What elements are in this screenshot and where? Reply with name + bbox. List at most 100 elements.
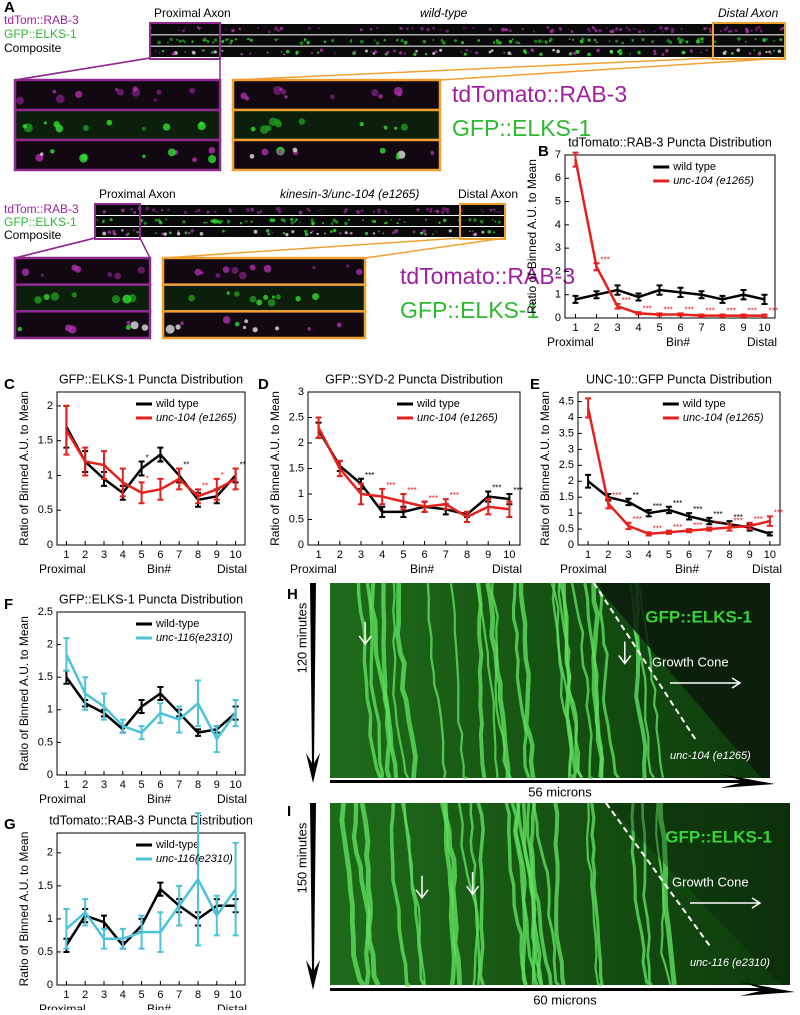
puncta [336,322,342,328]
puncta [176,232,181,236]
puncta [472,27,474,29]
puncta [317,209,320,212]
puncta [295,50,299,54]
puncta [249,295,257,303]
puncta [226,219,231,224]
puncta [534,39,538,43]
puncta [224,38,228,41]
significance: *** [774,508,783,517]
error-bar [645,531,652,537]
puncta [202,49,205,52]
legend-label: unc-116(e2310) [156,632,233,644]
puncta [769,51,772,55]
distal-label: Distal Axon [458,187,518,201]
puncta [215,219,220,224]
puncta [736,48,741,52]
x-tick-label: 2 [605,549,611,561]
puncta [434,210,436,212]
kymo-track [551,582,573,779]
puncta [293,220,297,223]
error-bar [686,528,693,534]
x-tick-label: 3 [614,322,620,334]
puncta [539,52,543,57]
puncta [744,41,747,43]
puncta [533,30,536,33]
error-bar [101,692,107,721]
puncta [667,27,670,30]
puncta [338,231,342,235]
puncta [530,48,535,53]
zoom-guide [232,57,714,81]
puncta [267,298,276,307]
y-tick-label: 1 [47,469,53,481]
puncta [748,52,752,55]
puncta [169,37,173,42]
puncta [403,52,406,55]
puncta [258,210,263,214]
puncta [504,28,509,32]
significance: *** [713,510,722,519]
error-bar [157,702,164,724]
channel-label: GFP::ELKS-1 [4,215,77,229]
puncta [664,26,668,31]
puncta [559,27,563,31]
puncta [194,268,202,276]
puncta [544,41,547,43]
puncta [411,26,414,29]
chart-title: GFP::SYD-2 Puncta Distribution [325,372,503,386]
puncta [376,208,381,213]
puncta [481,230,485,234]
puncta [272,218,276,222]
puncta [142,154,146,159]
puncta [359,39,364,44]
error-bar [485,498,492,516]
puncta [430,208,432,211]
puncta [199,232,204,236]
y-tick-label: 2 [298,437,304,449]
puncta [275,294,281,300]
significance: *** [386,481,395,490]
puncta [608,40,611,43]
significance: *** [693,505,702,514]
puncta [168,231,172,235]
x-tick-label: 8 [726,549,732,561]
puncta [518,41,521,45]
puncta [114,88,119,92]
puncta [330,230,333,233]
error-bar [400,493,407,511]
puncta [222,316,231,324]
puncta [492,219,494,221]
kymo-track [585,802,602,987]
puncta [435,231,437,233]
puncta [203,37,207,41]
puncta [167,41,169,44]
significance: *** [601,255,610,264]
y-tick-label: 4 [555,219,561,231]
puncta [226,38,229,40]
panel-letter: G [4,816,16,833]
puncta [155,50,157,52]
series-line [65,676,237,734]
x-tick-label: 10 [503,549,515,561]
kymo-track [356,582,382,779]
puncta [171,52,176,56]
puncta [757,52,762,56]
error-bar [176,467,183,491]
error-bar [442,498,449,511]
significance: ** [240,461,246,470]
x-tick-label: 1 [316,549,322,561]
puncta [430,151,435,156]
puncta [212,41,215,44]
x-tick-label: 8 [195,989,201,1001]
x-tick-label: 6 [677,322,683,334]
puncta [137,266,145,274]
puncta [143,221,147,225]
puncta [396,152,400,156]
puncta [625,26,629,30]
error-bar [82,676,89,711]
y-tick-label: 0.5 [38,504,53,516]
puncta [197,209,201,213]
distance-arrow [330,774,775,788]
significance: *** [727,307,736,316]
x-tick-label: 7 [706,549,712,561]
